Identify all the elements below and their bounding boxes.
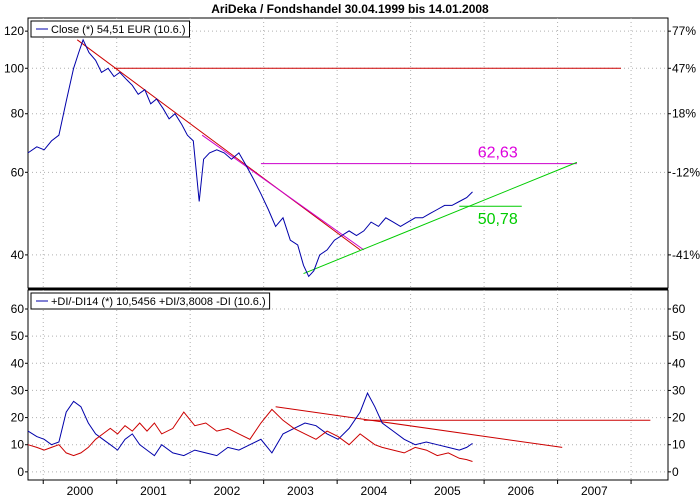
plot-frame: [27, 289, 669, 481]
y-tick-label-right: 47%: [672, 61, 696, 75]
trend-line: [303, 161, 578, 275]
x-tick-label: 2004: [361, 484, 388, 498]
y-tick-label-right: 10: [672, 438, 686, 452]
y-tick-label-right: -41%: [672, 248, 700, 262]
x-tick-label: 2002: [214, 484, 241, 498]
annotation-label: 62,63: [478, 145, 518, 162]
y-tick-label-right: 40: [672, 356, 686, 370]
y-tick-label-right: 30: [672, 383, 686, 397]
x-tick-label: 2005: [434, 484, 461, 498]
y-tick-label-right: -12%: [672, 165, 700, 179]
legend-label: +DI/-DI14 (*) 10,5456 +DI/3,8008 -DI (10…: [51, 296, 266, 308]
y-tick-label-right: 20: [672, 411, 686, 425]
x-tick-label: 2006: [507, 484, 534, 498]
x-tick-label: 2007: [581, 484, 608, 498]
y-tick-label-left: 50: [11, 329, 25, 343]
y-tick-label-right: 77%: [672, 24, 696, 38]
y-tick-label-left: 80: [11, 107, 25, 121]
y-tick-label-left: 20: [11, 411, 25, 425]
y-tick-label-left: 60: [11, 165, 25, 179]
y-tick-label-left: 30: [11, 383, 25, 397]
indicator-panel: 0 10 20 30 40 50 60 0 10 20 30 40 50 60 +DI/-DI14 (*) …: [11, 289, 686, 498]
y-tick-label-right: 50: [672, 329, 686, 343]
y-tick-label-left: 10: [11, 438, 25, 452]
trend-line: [275, 406, 563, 448]
trend-line: [201, 134, 365, 251]
legend-box: [30, 292, 271, 310]
x-tick-label: 2000: [67, 484, 94, 498]
plot-frame: [27, 17, 669, 289]
y-tick-label-right: 18%: [672, 107, 696, 121]
x-tick-label: 2001: [140, 484, 167, 498]
y-tick-label-left: 60: [11, 302, 25, 316]
trend-line: [76, 39, 361, 251]
y-tick-label-left: 40: [11, 356, 25, 370]
y-tick-label-left: 100: [4, 61, 24, 75]
y-tick-label-left: 0: [17, 465, 24, 479]
y-tick-label-left: 120: [4, 24, 24, 38]
chart-title: AriDeka / Fondshandel 30.04.1999 bis 14.…: [211, 2, 489, 16]
series-line-0: [27, 38, 473, 278]
y-tick-label-right: 0: [672, 465, 679, 479]
series-line-0: [27, 391, 473, 457]
series-line-1: [27, 408, 473, 462]
legend-label: Close (*) 54,51 EUR (10.6.): [51, 24, 186, 36]
x-tick-label: 2003: [287, 484, 314, 498]
legend-box: [30, 20, 190, 38]
price-panel: 40 60 80 100 120 77% 47% 18% -12% -41% 62,63 50,78 C…: [4, 17, 700, 289]
y-tick-label-right: 60: [672, 302, 686, 316]
annotation-label: 50,78: [478, 211, 518, 228]
y-tick-label-left: 40: [11, 248, 25, 262]
